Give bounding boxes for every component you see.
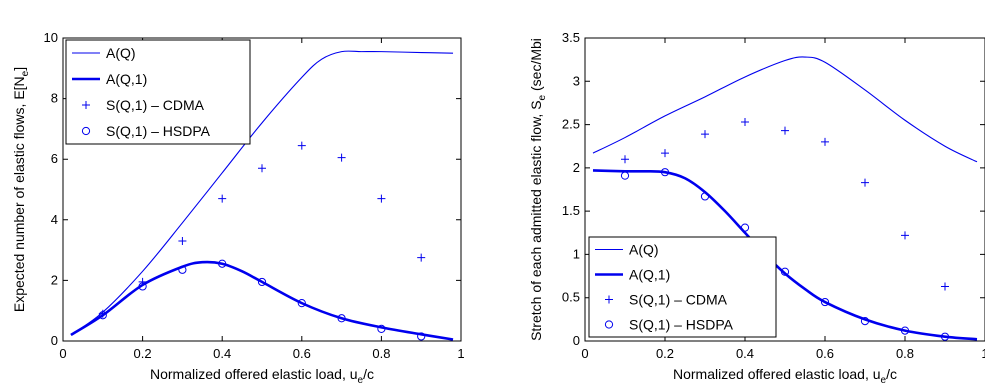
legend-label: S(Q,1) – HSDPA <box>106 123 211 139</box>
y-tick-label: 2.5 <box>562 117 580 132</box>
data-point-plus <box>218 194 227 203</box>
x-axis-label: Normalized offered elastic load, ue/c <box>673 366 897 383</box>
data-point-plus <box>781 126 789 135</box>
data-point-plus <box>178 237 187 246</box>
legend-label: A(Q,1) <box>629 267 670 283</box>
series-line-1 <box>592 56 978 163</box>
x-tick-label: 0 <box>59 346 66 361</box>
y-tick-label: 2 <box>51 272 58 287</box>
data-point-plus <box>621 155 629 164</box>
legend-label: A(Q) <box>106 45 136 61</box>
data-point-plus <box>258 164 266 173</box>
data-point-circle <box>297 299 306 308</box>
data-point-circle <box>740 223 750 232</box>
data-point-circle <box>700 192 710 201</box>
plot-area <box>70 50 454 341</box>
data-point-plus <box>337 153 346 162</box>
axes-box <box>62 37 462 342</box>
data-point-circle <box>257 277 267 287</box>
y-tick-label: 0.5 <box>562 290 580 305</box>
x-tick-label: 0.2 <box>134 346 152 361</box>
x-axis-label: Normalized offered elastic load, ue/c <box>150 366 374 383</box>
data-point-circle <box>620 171 630 180</box>
data-point-circle <box>218 259 227 268</box>
data-point-circle <box>417 332 426 341</box>
legend-swatch <box>82 101 90 109</box>
y-axis-label: Stretch of each admitted elastic flow, S… <box>528 38 548 341</box>
y-tick-label: 10 <box>44 30 58 45</box>
data-point-circle <box>860 316 870 326</box>
legend-box <box>65 39 251 145</box>
legend-swatch <box>81 126 91 136</box>
data-point-plus <box>941 282 949 291</box>
y-tick-label: 6 <box>51 151 58 166</box>
legend-label: S(Q,1) – CDMA <box>106 97 205 113</box>
legend-label: A(Q,1) <box>106 71 147 87</box>
x-tick-label: 0.6 <box>293 346 311 361</box>
legend-box <box>588 236 777 338</box>
legend: A(Q) A(Q,1) S(Q,1) – CDMA S(Q,1) – HSDPA <box>588 236 777 338</box>
y-tick-label: 0 <box>51 333 58 348</box>
legend-label: S(Q,1) – HSDPA <box>629 317 734 333</box>
x-tick-label: 0.8 <box>896 346 914 361</box>
y-tick-label: 1.5 <box>562 203 580 218</box>
data-point-plus <box>821 137 829 146</box>
legend-swatch <box>605 295 613 304</box>
y-tick-label: 4 <box>51 212 58 227</box>
data-point-plus <box>661 149 669 158</box>
series-line-1 <box>70 50 454 336</box>
data-point-plus <box>417 253 426 262</box>
series-line-2 <box>70 260 454 341</box>
y-tick-label: 0 <box>573 333 580 348</box>
data-point-plus <box>98 309 107 318</box>
y-tick-label: 8 <box>51 91 58 106</box>
data-point-circle <box>98 311 107 320</box>
legend-label: A(Q) <box>629 242 659 258</box>
chart-2: 0 0.2 0.4 0.6 0.8 1 0 0.5 1 1.5 2 2.5 3 3.5 Normalized… <box>528 30 985 383</box>
legend-swatch <box>604 320 614 329</box>
data-point-circle <box>780 267 790 276</box>
x-tick-label: 0.4 <box>736 346 754 361</box>
data-point-plus <box>861 178 869 187</box>
y-tick-label: 1 <box>573 246 580 261</box>
y-axis-label: Expected number of elastic flows, E[Ne] <box>11 67 31 312</box>
x-tick-label: 0 <box>581 346 588 361</box>
y-tick-label: 3.5 <box>562 30 580 45</box>
y-tick-label: 2 <box>573 160 580 175</box>
x-tick-label: 0.2 <box>656 346 674 361</box>
data-point-circle <box>820 297 830 307</box>
data-point-circle <box>377 324 386 333</box>
data-point-plus <box>741 117 749 126</box>
data-point-circle <box>178 265 187 274</box>
x-tick-label: 0.4 <box>213 346 231 361</box>
data-point-plus <box>138 277 147 286</box>
x-tick-label: 0.6 <box>816 346 834 361</box>
data-point-circle <box>940 332 950 341</box>
x-tick-label: 1 <box>457 346 464 361</box>
x-tick-label: 1 <box>981 346 985 361</box>
legend-label: S(Q,1) – CDMA <box>629 292 728 308</box>
y-tick-label: 3 <box>573 73 580 88</box>
data-point-circle <box>660 168 670 177</box>
data-point-plus <box>701 130 709 139</box>
legend: A(Q) A(Q,1) S(Q,1) – CDMA S(Q,1) – HSDPA <box>65 39 251 145</box>
data-point-plus <box>901 231 909 240</box>
data-point-circle <box>337 314 346 323</box>
data-point-circle <box>138 282 147 291</box>
data-point-plus <box>377 194 386 203</box>
axes-box <box>584 37 985 342</box>
data-point-circle <box>900 326 910 335</box>
data-point-plus <box>297 141 306 150</box>
x-tick-label: 0.8 <box>372 346 390 361</box>
